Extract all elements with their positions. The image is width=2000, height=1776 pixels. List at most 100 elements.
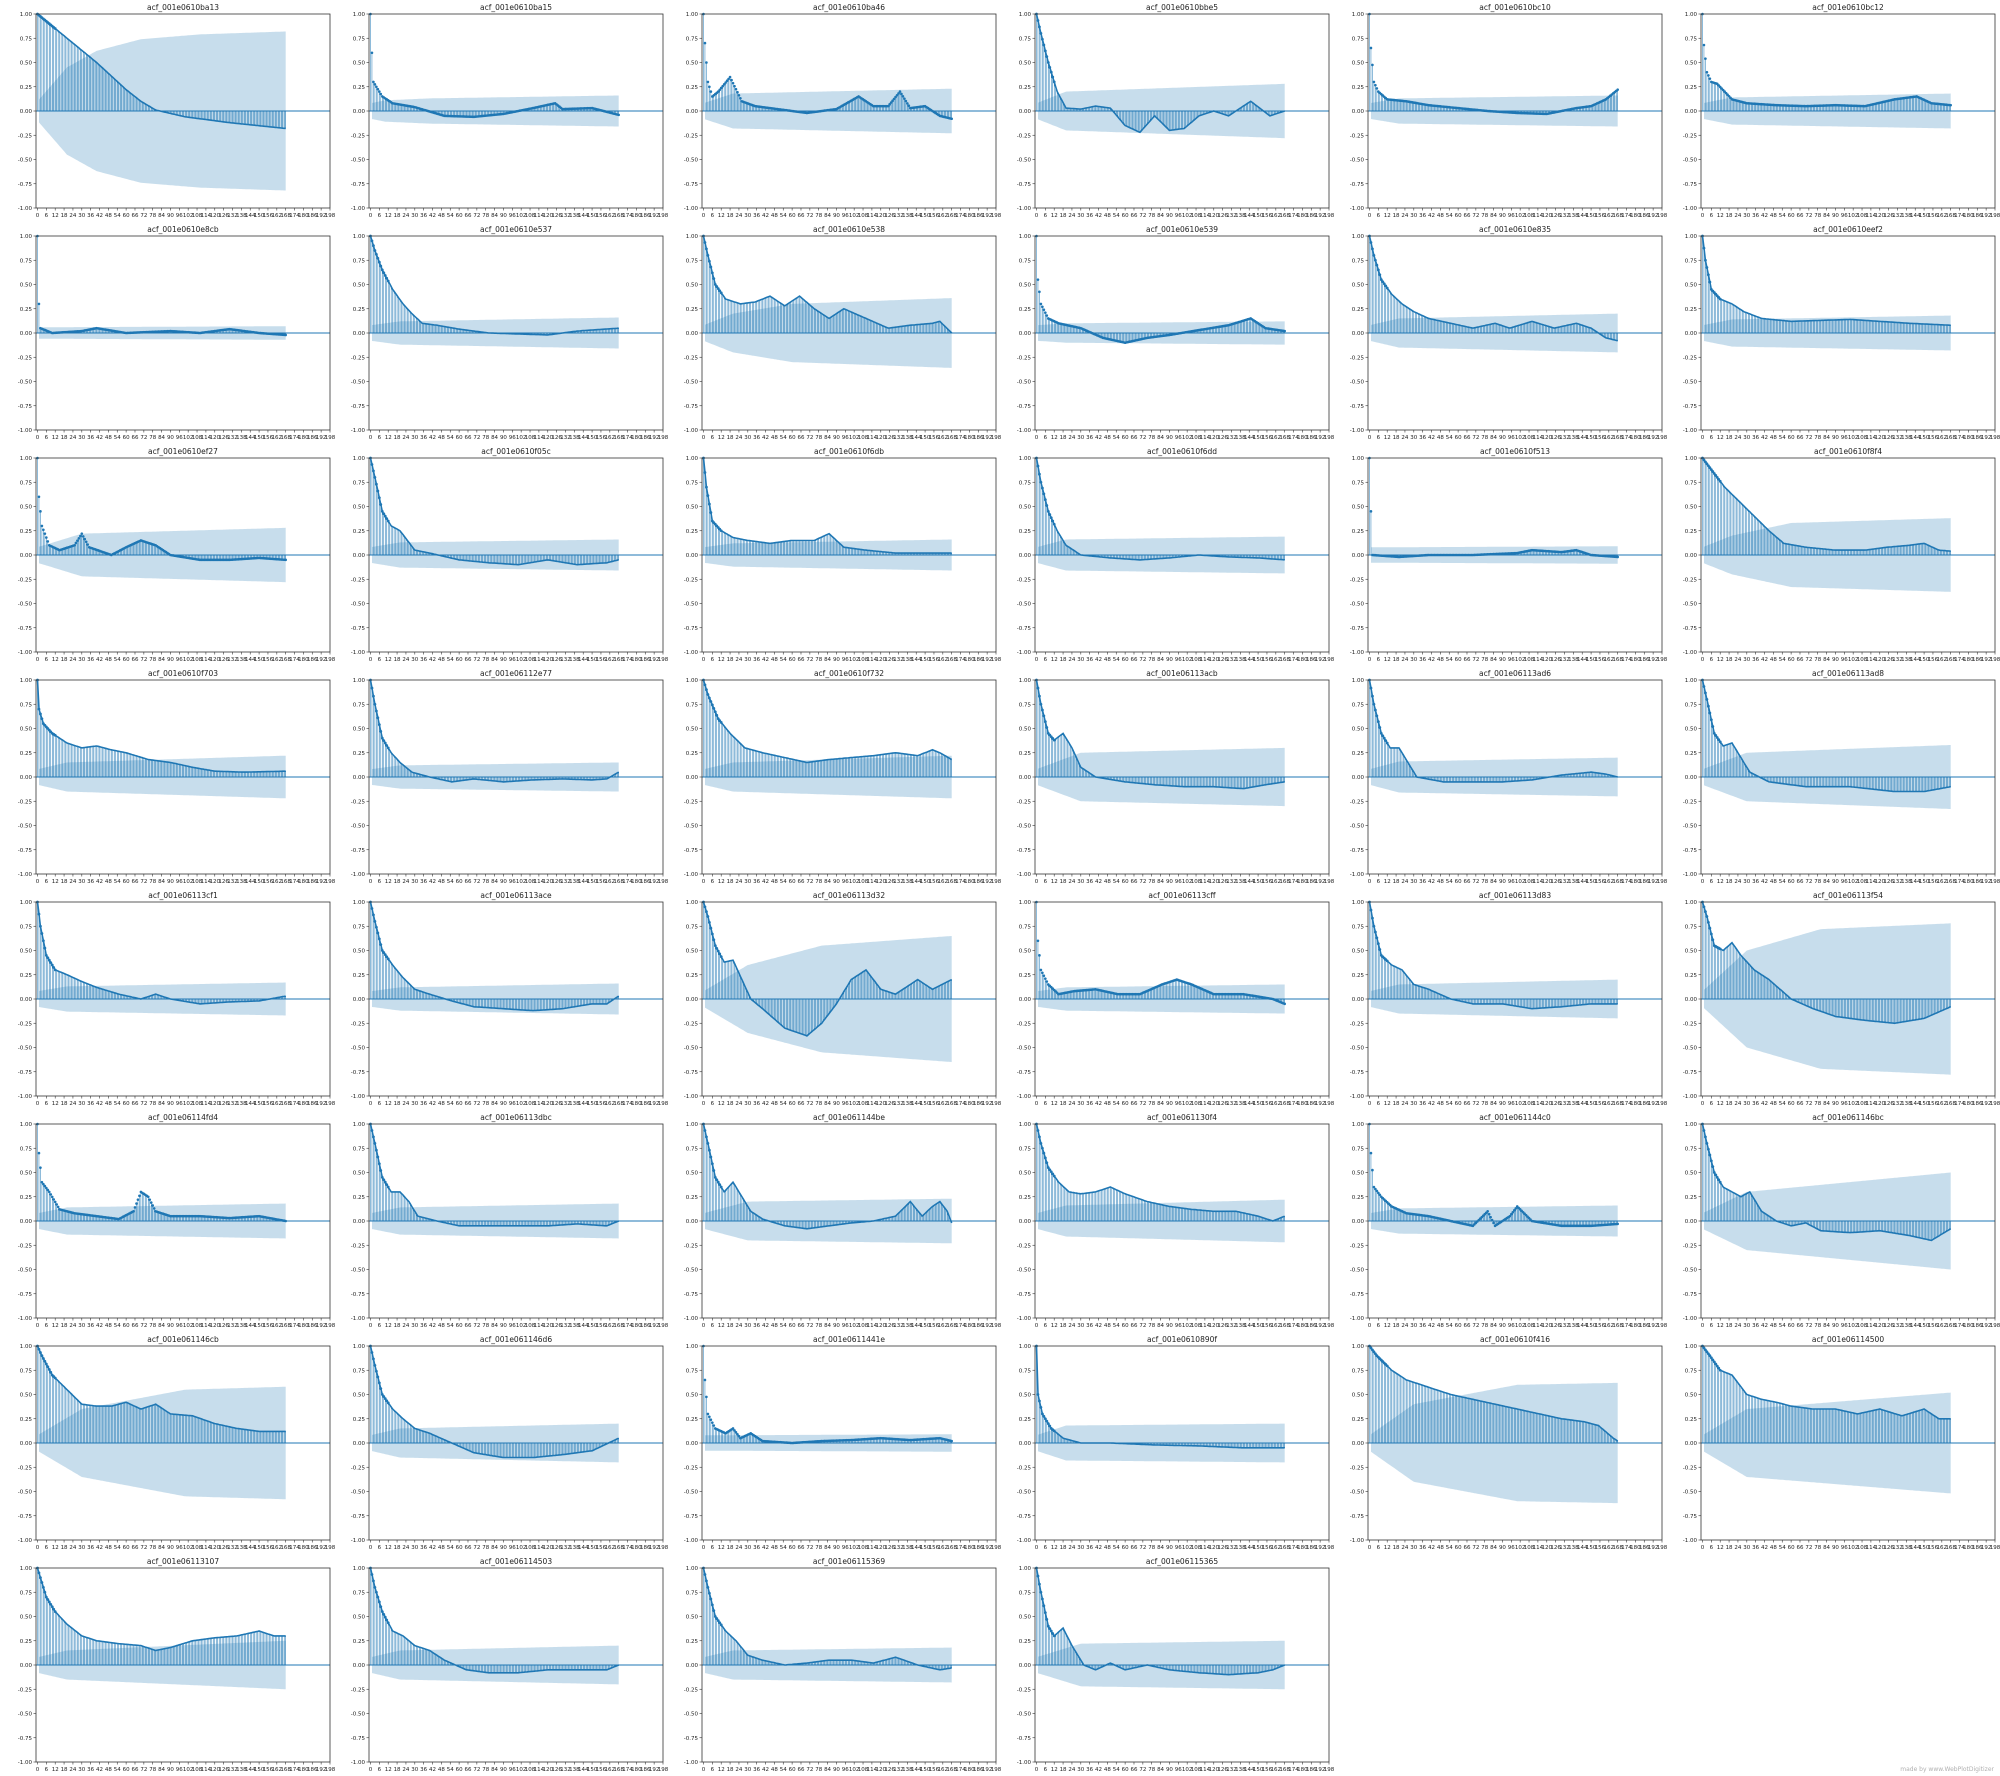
acf-marker <box>86 543 89 546</box>
x-tick-label: 90 <box>1166 213 1173 219</box>
acf-marker <box>41 525 44 528</box>
acf-marker <box>732 82 735 85</box>
x-tick-label: 24 <box>735 213 742 219</box>
x-tick-label: 60 <box>123 213 130 219</box>
acf-marker <box>1038 26 1041 29</box>
acf-marker <box>380 93 383 96</box>
acf-marker <box>1371 64 1374 67</box>
y-tick-label: 0.75 <box>20 258 33 264</box>
acf-marker <box>704 42 707 45</box>
x-tick-label: 0 <box>1035 435 1039 441</box>
x-tick-label: 198 <box>1990 213 2000 219</box>
y-tick-label: -0.25 <box>351 577 366 583</box>
x-tick-label: 54 <box>1779 213 1786 219</box>
x-tick-label: 54 <box>114 657 121 663</box>
acf-marker <box>1709 77 1712 80</box>
x-tick-label: 12 <box>1384 213 1391 219</box>
x-tick-label: 60 <box>456 657 463 663</box>
acf-marker <box>899 90 902 93</box>
acf-marker <box>1050 71 1053 74</box>
x-tick-label: 66 <box>1796 435 1803 441</box>
x-tick-label: 42 <box>1095 435 1102 441</box>
x-tick-label: 0 <box>369 657 373 663</box>
x-tick-label: 60 <box>789 213 796 219</box>
y-tick-label: -0.25 <box>1683 133 1698 139</box>
x-tick-label: 84 <box>1157 213 1164 219</box>
acf-marker <box>387 280 390 283</box>
acf-marker <box>704 241 707 244</box>
y-tick-label: -0.25 <box>1683 355 1698 361</box>
x-tick-label: 60 <box>1455 435 1462 441</box>
x-tick-label: 60 <box>1122 213 1129 219</box>
acf-marker <box>710 90 713 93</box>
x-tick-label: 12 <box>718 213 725 219</box>
x-tick-label: 90 <box>167 435 174 441</box>
acf-panel: acf_001e0610eef2-1.00-0.75-0.50-0.250.00… <box>1683 225 2000 441</box>
y-tick-label: -0.50 <box>18 602 33 608</box>
acf-marker <box>708 85 711 88</box>
x-tick-label: 90 <box>500 657 507 663</box>
x-tick-label: 60 <box>1122 435 1129 441</box>
x-tick-label: 54 <box>1113 435 1120 441</box>
acf-marker <box>382 512 385 515</box>
acf-marker <box>47 540 50 543</box>
x-tick-label: 84 <box>1157 435 1164 441</box>
x-tick-label: 72 <box>1805 213 1812 219</box>
y-tick-label: 0.75 <box>1685 36 1698 42</box>
acf-marker <box>1377 269 1380 272</box>
x-tick-label: 78 <box>482 435 489 441</box>
acf-panel: acf_001e0610bc12-1.00-0.75-0.50-0.250.00… <box>1683 3 2000 219</box>
y-tick-label: 0.75 <box>20 480 33 486</box>
x-tick-label: 24 <box>1068 435 1075 441</box>
acf-marker <box>1041 38 1044 41</box>
acf-marker <box>372 244 375 247</box>
y-tick-label: -1.00 <box>684 206 699 212</box>
x-tick-label: 198 <box>991 213 1002 219</box>
acf-marker <box>83 538 86 541</box>
x-tick-label: 18 <box>394 657 401 663</box>
panel-title: acf_001e0610eef2 <box>1813 225 1883 234</box>
x-tick-label: 30 <box>411 435 418 441</box>
y-tick-label: 0.50 <box>353 61 366 67</box>
y-tick-label: 1.00 <box>20 456 33 462</box>
y-tick-label: -0.50 <box>684 158 699 164</box>
acf-marker <box>44 532 47 535</box>
x-tick-label: 90 <box>833 213 840 219</box>
x-tick-label: 48 <box>438 213 445 219</box>
x-tick-label: 78 <box>149 213 156 219</box>
y-tick-label: -0.50 <box>1017 158 1032 164</box>
x-tick-label: 24 <box>402 435 409 441</box>
x-tick-label: 48 <box>438 657 445 663</box>
x-tick-label: 84 <box>491 435 498 441</box>
x-tick-label: 66 <box>131 213 138 219</box>
x-tick-label: 78 <box>149 435 156 441</box>
x-tick-label: 54 <box>1446 435 1453 441</box>
acf-marker <box>712 277 715 280</box>
x-tick-label: 18 <box>727 435 734 441</box>
x-tick-label: 36 <box>1419 213 1426 219</box>
acf-marker <box>1370 47 1373 50</box>
y-tick-label: 0.75 <box>353 480 366 486</box>
y-tick-label: 0.50 <box>353 283 366 289</box>
x-tick-label: 90 <box>167 657 174 663</box>
acf-marker <box>1044 311 1047 314</box>
acf-marker <box>707 254 710 257</box>
y-tick-label: 0.75 <box>1352 36 1365 42</box>
y-tick-label: -0.25 <box>1017 355 1032 361</box>
x-tick-label: 54 <box>1779 435 1786 441</box>
x-tick-label: 72 <box>473 435 480 441</box>
y-tick-label: 1.00 <box>1019 234 1032 240</box>
x-tick-label: 54 <box>1446 213 1453 219</box>
x-tick-label: 12 <box>385 435 392 441</box>
acf-marker <box>905 100 908 103</box>
y-tick-label: 0.00 <box>20 109 33 115</box>
x-tick-label: 48 <box>105 213 112 219</box>
x-tick-label: 0 <box>36 213 40 219</box>
acf-panel: acf_001e0610e8cb-1.00-0.75-0.50-0.250.00… <box>18 225 336 441</box>
y-tick-label: 1.00 <box>20 234 33 240</box>
x-tick-label: 66 <box>1463 213 1470 219</box>
y-tick-label: 0.75 <box>1352 258 1365 264</box>
x-tick-label: 90 <box>833 435 840 441</box>
panel-title: acf_001e0610bc12 <box>1812 3 1884 12</box>
x-tick-label: 18 <box>394 213 401 219</box>
